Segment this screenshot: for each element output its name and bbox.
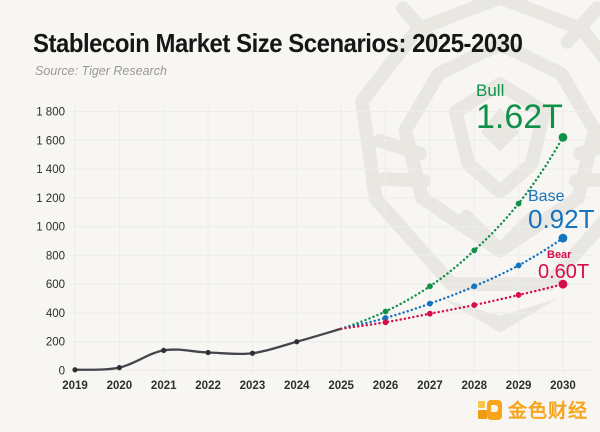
annotation-bull-label: Bull xyxy=(476,81,505,100)
svg-text:2024: 2024 xyxy=(284,380,310,392)
svg-text:400: 400 xyxy=(46,308,65,320)
jinse-finance-logo-icon xyxy=(478,398,502,422)
annotation-base: Base 0.92T xyxy=(528,188,595,234)
svg-text:2021: 2021 xyxy=(151,380,177,392)
page-title: Stablecoin Market Size Scenarios: 2025-2… xyxy=(33,28,523,58)
y-axis-tick-labels: 0 200 400 600 800 1 000 1 200 1 400 1 600 1 800 xyxy=(36,107,65,378)
svg-text:1 200: 1 200 xyxy=(36,193,65,205)
svg-text:2029: 2029 xyxy=(506,380,532,392)
annotation-base-label: Base xyxy=(528,188,565,205)
annotation-bear-label: Bear xyxy=(547,249,572,261)
svg-text:1 400: 1 400 xyxy=(36,164,65,176)
annotation-bear-value: 0.60T xyxy=(538,260,590,283)
source-caption: Source: Tiger Research xyxy=(35,64,167,78)
svg-text:2023: 2023 xyxy=(240,380,266,392)
annotation-bull-value: 1.62T xyxy=(476,97,563,136)
jinse-finance-logo: 金色财经 xyxy=(478,396,588,423)
annotation-bear: Bear 0.60T xyxy=(538,249,590,283)
svg-text:1 600: 1 600 xyxy=(36,135,65,147)
series-bear xyxy=(339,279,568,330)
svg-text:2030: 2030 xyxy=(550,380,576,392)
svg-text:2020: 2020 xyxy=(107,380,133,392)
svg-text:2026: 2026 xyxy=(373,380,399,392)
svg-text:2022: 2022 xyxy=(195,380,221,392)
svg-text:2019: 2019 xyxy=(62,380,88,392)
gridlines xyxy=(70,105,592,374)
svg-text:200: 200 xyxy=(46,337,65,349)
series-bull xyxy=(339,133,568,330)
series-historical xyxy=(72,327,343,373)
series-base xyxy=(339,233,568,330)
svg-text:1 000: 1 000 xyxy=(36,222,65,234)
svg-text:600: 600 xyxy=(46,279,65,291)
annotation-bull: Bull 1.62T xyxy=(476,82,563,136)
svg-text:2027: 2027 xyxy=(417,380,443,392)
svg-text:0: 0 xyxy=(59,366,65,378)
annotation-base-value: 0.92T xyxy=(528,203,595,234)
svg-text:1 800: 1 800 xyxy=(36,107,65,119)
svg-text:2025: 2025 xyxy=(328,380,354,392)
jinse-finance-logo-text: 金色财经 xyxy=(508,401,589,422)
svg-text:800: 800 xyxy=(46,250,65,262)
x-axis-tick-labels: 2019 2020 2021 2022 2023 2024 2025 2026 2027 2028… xyxy=(62,380,576,392)
svg-text:2028: 2028 xyxy=(461,380,487,392)
